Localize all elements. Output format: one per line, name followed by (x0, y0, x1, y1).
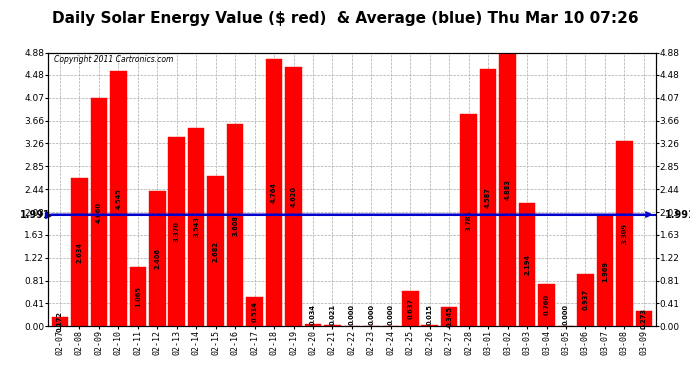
Text: 1.969: 1.969 (602, 261, 608, 282)
Text: 0.034: 0.034 (310, 304, 316, 326)
Bar (616, 141, 633, 326)
Text: 3.781: 3.781 (466, 210, 472, 231)
Bar (480, 69, 496, 326)
Text: 1.065: 1.065 (135, 286, 141, 307)
Text: 0.273: 0.273 (641, 308, 647, 329)
Text: 0.637: 0.637 (407, 298, 413, 319)
Text: 0.000: 0.000 (388, 304, 394, 326)
Bar (441, 307, 457, 326)
Text: 4.545: 4.545 (115, 188, 121, 209)
Text: 0.514: 0.514 (252, 302, 257, 322)
Bar (71, 178, 88, 326)
Text: 4.587: 4.587 (485, 187, 491, 208)
Bar (305, 324, 322, 326)
Text: 3.543: 3.543 (193, 216, 199, 237)
Bar (52, 316, 68, 326)
Text: 0.760: 0.760 (544, 294, 549, 315)
Text: Copyright 2011 Cartronics.com: Copyright 2011 Cartronics.com (55, 55, 174, 64)
Text: 0.015: 0.015 (426, 304, 433, 326)
Bar (538, 284, 555, 326)
Bar (460, 114, 477, 326)
Bar (130, 267, 146, 326)
Text: 4.883: 4.883 (504, 179, 511, 200)
Bar (110, 71, 127, 326)
Bar (402, 291, 419, 326)
Text: 1.991: 1.991 (19, 210, 50, 219)
Bar (500, 53, 516, 326)
Bar (188, 128, 204, 326)
Text: 2.194: 2.194 (524, 254, 530, 275)
Text: 3.608: 3.608 (232, 214, 238, 236)
Text: 0.345: 0.345 (446, 306, 452, 327)
Bar (208, 176, 224, 326)
Bar (635, 311, 652, 326)
Text: 0.172: 0.172 (57, 311, 63, 332)
Bar (149, 191, 166, 326)
Bar (577, 274, 593, 326)
Text: 2.634: 2.634 (77, 242, 82, 263)
Text: 2.406: 2.406 (155, 248, 160, 269)
Bar (90, 99, 107, 326)
Text: 4.620: 4.620 (290, 186, 297, 207)
Bar (285, 67, 302, 326)
Text: 0.000: 0.000 (563, 304, 569, 326)
Text: 0.937: 0.937 (582, 290, 589, 310)
Text: 0.021: 0.021 (329, 304, 335, 326)
Bar (227, 124, 244, 326)
Text: 4.764: 4.764 (271, 182, 277, 203)
Bar (519, 203, 535, 326)
Text: 3.370: 3.370 (174, 221, 180, 242)
Text: 0.000: 0.000 (368, 304, 375, 326)
Bar (168, 137, 185, 326)
Text: 0.000: 0.000 (349, 304, 355, 326)
Text: 2.682: 2.682 (213, 240, 219, 261)
Text: Daily Solar Energy Value ($ red)  & Average (blue) Thu Mar 10 07:26: Daily Solar Energy Value ($ red) & Avera… (52, 11, 638, 26)
Text: 4.060: 4.060 (96, 202, 102, 223)
Bar (597, 216, 613, 326)
Bar (246, 297, 263, 326)
Text: 1.991: 1.991 (665, 210, 690, 219)
Text: 3.309: 3.309 (622, 223, 627, 244)
Bar (324, 325, 341, 326)
Bar (266, 59, 282, 326)
